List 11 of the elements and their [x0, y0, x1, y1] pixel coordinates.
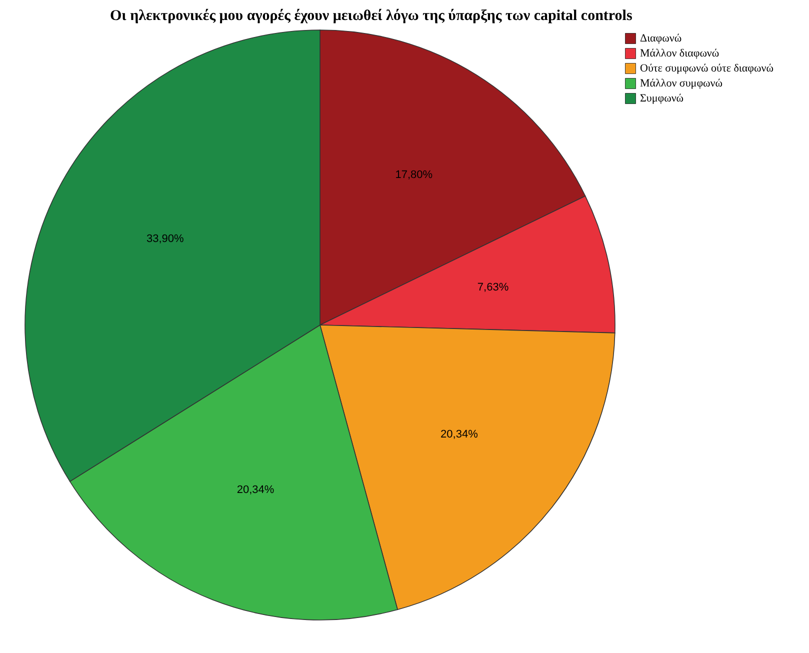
chart-title: Οι ηλεκτρονικές μου αγορές έχουν μειωθεί λόγω της ύπαρξης των capital controls	[110, 8, 632, 24]
legend-label: Μάλλον διαφωνώ	[640, 48, 720, 60]
data-label: 20,34%	[440, 428, 478, 440]
data-label: 33,90%	[146, 233, 184, 246]
data-label: 17,80%	[395, 168, 433, 181]
legend-label: Ούτε συμφωνώ ούτε διαφωνώ	[640, 62, 774, 74]
legend-label: Διαφωνώ	[640, 32, 682, 44]
legend-label: Μάλλον συμφωνώ	[640, 78, 723, 90]
data-label: 7,63%	[477, 282, 509, 294]
legend-label: Συμφωνώ	[640, 92, 684, 104]
data-label: 20,34%	[236, 484, 274, 496]
